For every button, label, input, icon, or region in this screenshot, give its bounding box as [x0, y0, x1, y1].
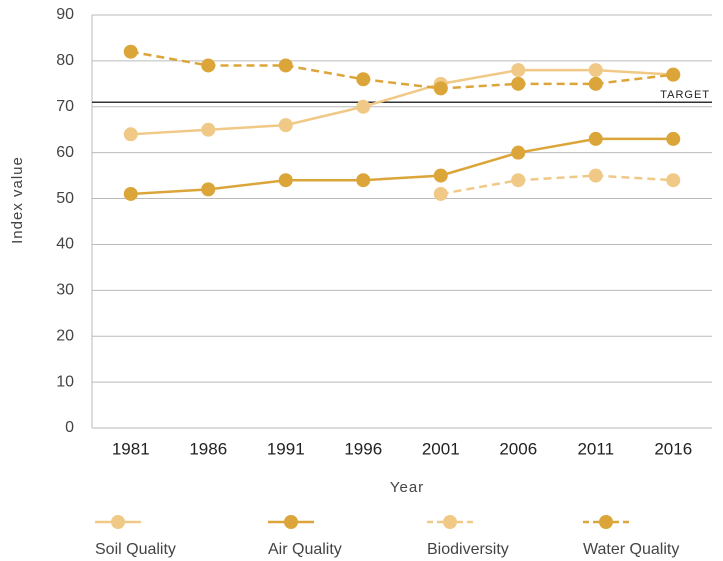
data-point	[511, 63, 526, 78]
data-point	[201, 122, 216, 137]
legend-label: Biodiversity	[427, 541, 509, 558]
data-point	[356, 72, 371, 87]
data-point	[123, 186, 138, 201]
x-tick-label: 1981	[112, 439, 150, 458]
legend-label: Soil Quality	[95, 541, 176, 558]
x-axis-title: Year	[390, 479, 424, 496]
legend-marker	[443, 515, 457, 529]
legend-marker	[284, 515, 298, 529]
data-point	[278, 118, 293, 133]
y-tick-label: 50	[56, 190, 74, 207]
data-point	[588, 131, 603, 146]
y-tick-label: 20	[56, 327, 74, 344]
data-point	[588, 76, 603, 91]
y-tick-label: 60	[56, 144, 74, 161]
y-axis-title: Index value	[9, 156, 26, 244]
x-tick-label: 2011	[577, 439, 614, 458]
data-point	[278, 58, 293, 73]
x-tick-label: 1986	[189, 439, 227, 458]
data-point	[201, 58, 216, 73]
y-tick-label: 30	[56, 282, 74, 299]
target-label: TARGET	[660, 89, 710, 101]
data-point	[123, 127, 138, 142]
data-point	[511, 76, 526, 91]
data-point	[588, 168, 603, 183]
y-tick-label: 40	[56, 236, 74, 253]
data-point	[278, 173, 293, 188]
y-tick-label: 70	[56, 98, 74, 115]
data-point	[201, 182, 216, 197]
y-tick-label: 10	[56, 373, 74, 390]
x-tick-label: 1996	[344, 439, 382, 458]
data-point	[666, 131, 681, 146]
y-tick-label: 80	[56, 52, 74, 69]
series-line	[440, 174, 674, 196]
data-point	[433, 168, 448, 183]
x-tick-label: 1991	[267, 439, 305, 458]
data-point	[666, 67, 681, 82]
x-tick-label: 2001	[422, 439, 460, 458]
data-point	[511, 173, 526, 188]
series-line	[130, 137, 674, 196]
y-tick-label: 90	[56, 6, 74, 23]
data-point	[588, 63, 603, 78]
x-tick-label: 2016	[654, 439, 692, 458]
series-line	[130, 50, 674, 90]
legend-marker	[599, 515, 613, 529]
legend-label: Water Quality	[583, 541, 679, 558]
legend-label: Air Quality	[268, 541, 342, 558]
data-point	[433, 186, 448, 201]
data-point	[666, 173, 681, 188]
data-point	[511, 145, 526, 160]
legend-marker	[111, 515, 125, 529]
data-point	[123, 44, 138, 59]
data-point	[433, 81, 448, 96]
data-point	[356, 99, 371, 114]
y-tick-label: 0	[65, 419, 74, 436]
x-tick-label: 2006	[499, 439, 537, 458]
data-point	[356, 173, 371, 188]
series-line	[130, 68, 674, 136]
